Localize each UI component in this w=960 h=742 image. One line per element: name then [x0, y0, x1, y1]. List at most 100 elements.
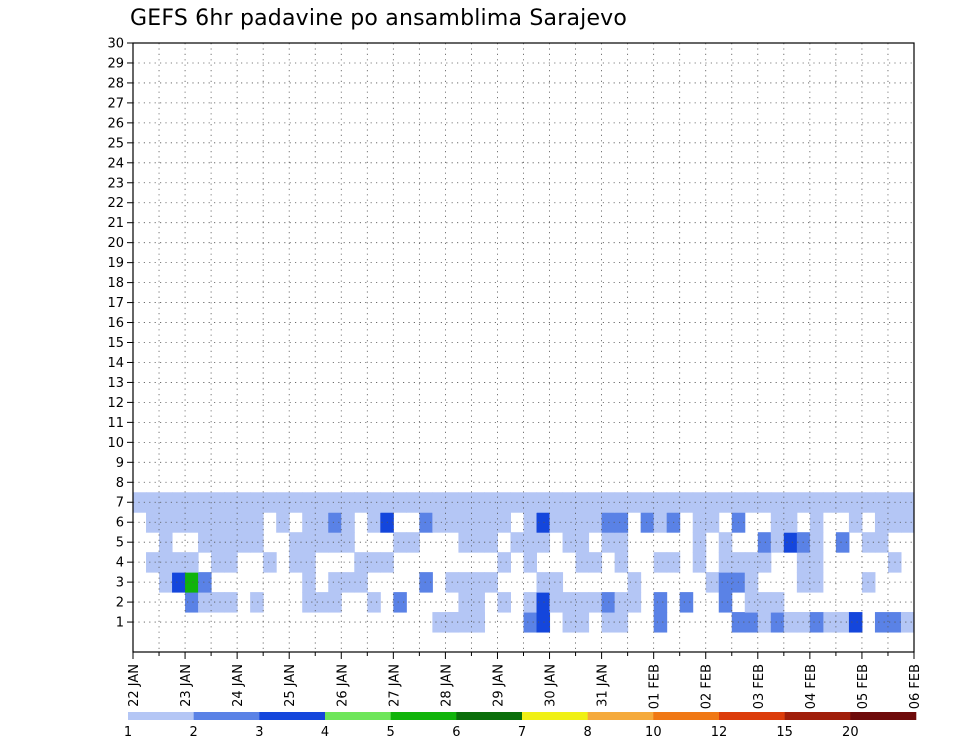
legend-swatch	[784, 712, 851, 720]
heatmap-cell	[250, 492, 264, 513]
heatmap-cell	[549, 592, 564, 613]
heatmap-cell	[432, 492, 446, 513]
heatmap-cell	[497, 592, 511, 613]
heatmap-cell	[328, 512, 342, 533]
heatmap-cell	[692, 532, 707, 553]
legend-swatch	[193, 712, 260, 720]
heatmap-cell	[900, 492, 915, 513]
heatmap-cell	[614, 492, 629, 513]
heatmap-cell	[653, 512, 668, 533]
y-tick-label: 2	[116, 596, 124, 611]
heatmap-cell	[341, 572, 355, 593]
heatmap-cell	[237, 532, 251, 553]
heatmap-cell	[484, 492, 498, 513]
heatmap-cell	[250, 592, 264, 613]
heatmap-cell	[341, 512, 355, 533]
heatmap-cell	[497, 552, 511, 573]
heatmap-cell	[471, 612, 485, 633]
heatmap-cell	[653, 492, 668, 513]
heatmap-cell	[744, 612, 759, 633]
y-axis-ticks: 1234567891011121314151617181920212223242…	[107, 37, 133, 631]
heatmap-cell	[198, 572, 212, 593]
heatmap-cell	[835, 612, 850, 633]
heatmap-cell	[536, 492, 551, 513]
heatmap-cell	[861, 492, 876, 513]
x-tick-label: 03 FEB	[752, 664, 767, 709]
heatmap-cell	[679, 592, 694, 613]
heatmap-cell	[705, 512, 720, 533]
legend-label: 20	[842, 725, 859, 740]
heatmap-cell	[770, 492, 785, 513]
x-tick-label: 26 JAN	[335, 664, 350, 707]
heatmap-cell	[185, 492, 199, 513]
heatmap-cell	[237, 512, 251, 533]
heatmap-cell	[484, 512, 498, 533]
heatmap-cell	[523, 552, 538, 573]
heatmap-cell	[588, 552, 603, 573]
heatmap-cell	[341, 532, 355, 553]
heatmap-cell	[770, 512, 785, 533]
heatmap-cell	[523, 612, 538, 633]
x-tick-label: 01 FEB	[648, 664, 663, 709]
heatmap-cell	[705, 572, 720, 593]
y-tick-label: 10	[107, 436, 124, 451]
y-tick-label: 30	[107, 37, 124, 52]
heatmap-cell	[874, 512, 889, 533]
legend-label: 10	[645, 725, 662, 740]
heatmap-cell	[341, 492, 355, 513]
y-tick-label: 19	[107, 256, 124, 271]
y-tick-label: 17	[107, 296, 124, 311]
heatmap-cell	[302, 512, 316, 533]
heatmap-cell	[432, 612, 446, 633]
heatmap-cell	[328, 492, 342, 513]
heatmap-cell	[302, 572, 316, 593]
heatmap-cell	[692, 552, 707, 573]
heatmap-cell	[523, 492, 538, 513]
heatmap-cell	[276, 512, 290, 533]
heatmap-cell	[315, 492, 329, 513]
heatmap-cell	[237, 492, 251, 513]
x-tick-label: 30 JAN	[544, 664, 559, 707]
heatmap-cell	[211, 532, 225, 553]
x-tick-label: 27 JAN	[387, 664, 402, 707]
heatmap-cell	[354, 552, 368, 573]
heatmap-cell	[614, 612, 629, 633]
chart-title: GEFS 6hr padavine po ansamblima Sarajevo	[130, 6, 628, 31]
heatmap-cell	[848, 612, 863, 633]
heatmap-cell	[536, 592, 551, 613]
y-tick-label: 12	[107, 396, 124, 411]
y-tick-label: 3	[116, 576, 124, 591]
heatmap-cell	[809, 572, 824, 593]
legend-swatch	[587, 712, 654, 720]
heatmap-cell	[367, 492, 381, 513]
heatmap-cell	[393, 592, 407, 613]
heatmap-cell	[367, 592, 381, 613]
heatmap-cell	[835, 532, 850, 553]
heatmap-cell	[315, 592, 329, 613]
color-legend: 1 2 3 4 5 6 7 8 10 12 15 20	[124, 712, 917, 740]
heatmap-cell	[770, 592, 785, 613]
heatmap-cell	[588, 592, 603, 613]
heatmap-cell	[406, 492, 420, 513]
heatmap-cell	[718, 592, 733, 613]
heatmap-cell	[679, 492, 694, 513]
legend-label: 7	[518, 725, 526, 740]
heatmap-cell	[185, 572, 199, 593]
legend-label: 12	[711, 725, 728, 740]
y-tick-label: 22	[107, 196, 124, 211]
heatmap-cell	[614, 532, 629, 553]
heatmap-cell	[302, 492, 316, 513]
heatmap-cell	[718, 532, 733, 553]
y-tick-label: 29	[107, 56, 124, 71]
y-tick-label: 23	[107, 176, 124, 191]
heatmap-cell	[562, 492, 577, 513]
y-tick-label: 1	[116, 616, 124, 631]
heatmap-cell	[263, 552, 277, 573]
heatmap-cell	[809, 612, 824, 633]
heatmap-cell	[588, 512, 603, 533]
heatmap-cell	[328, 532, 342, 553]
legend-swatch	[850, 712, 917, 720]
heatmap-cell	[757, 612, 772, 633]
x-tick-label: 23 JAN	[179, 664, 194, 707]
heatmap-cell	[471, 532, 485, 553]
